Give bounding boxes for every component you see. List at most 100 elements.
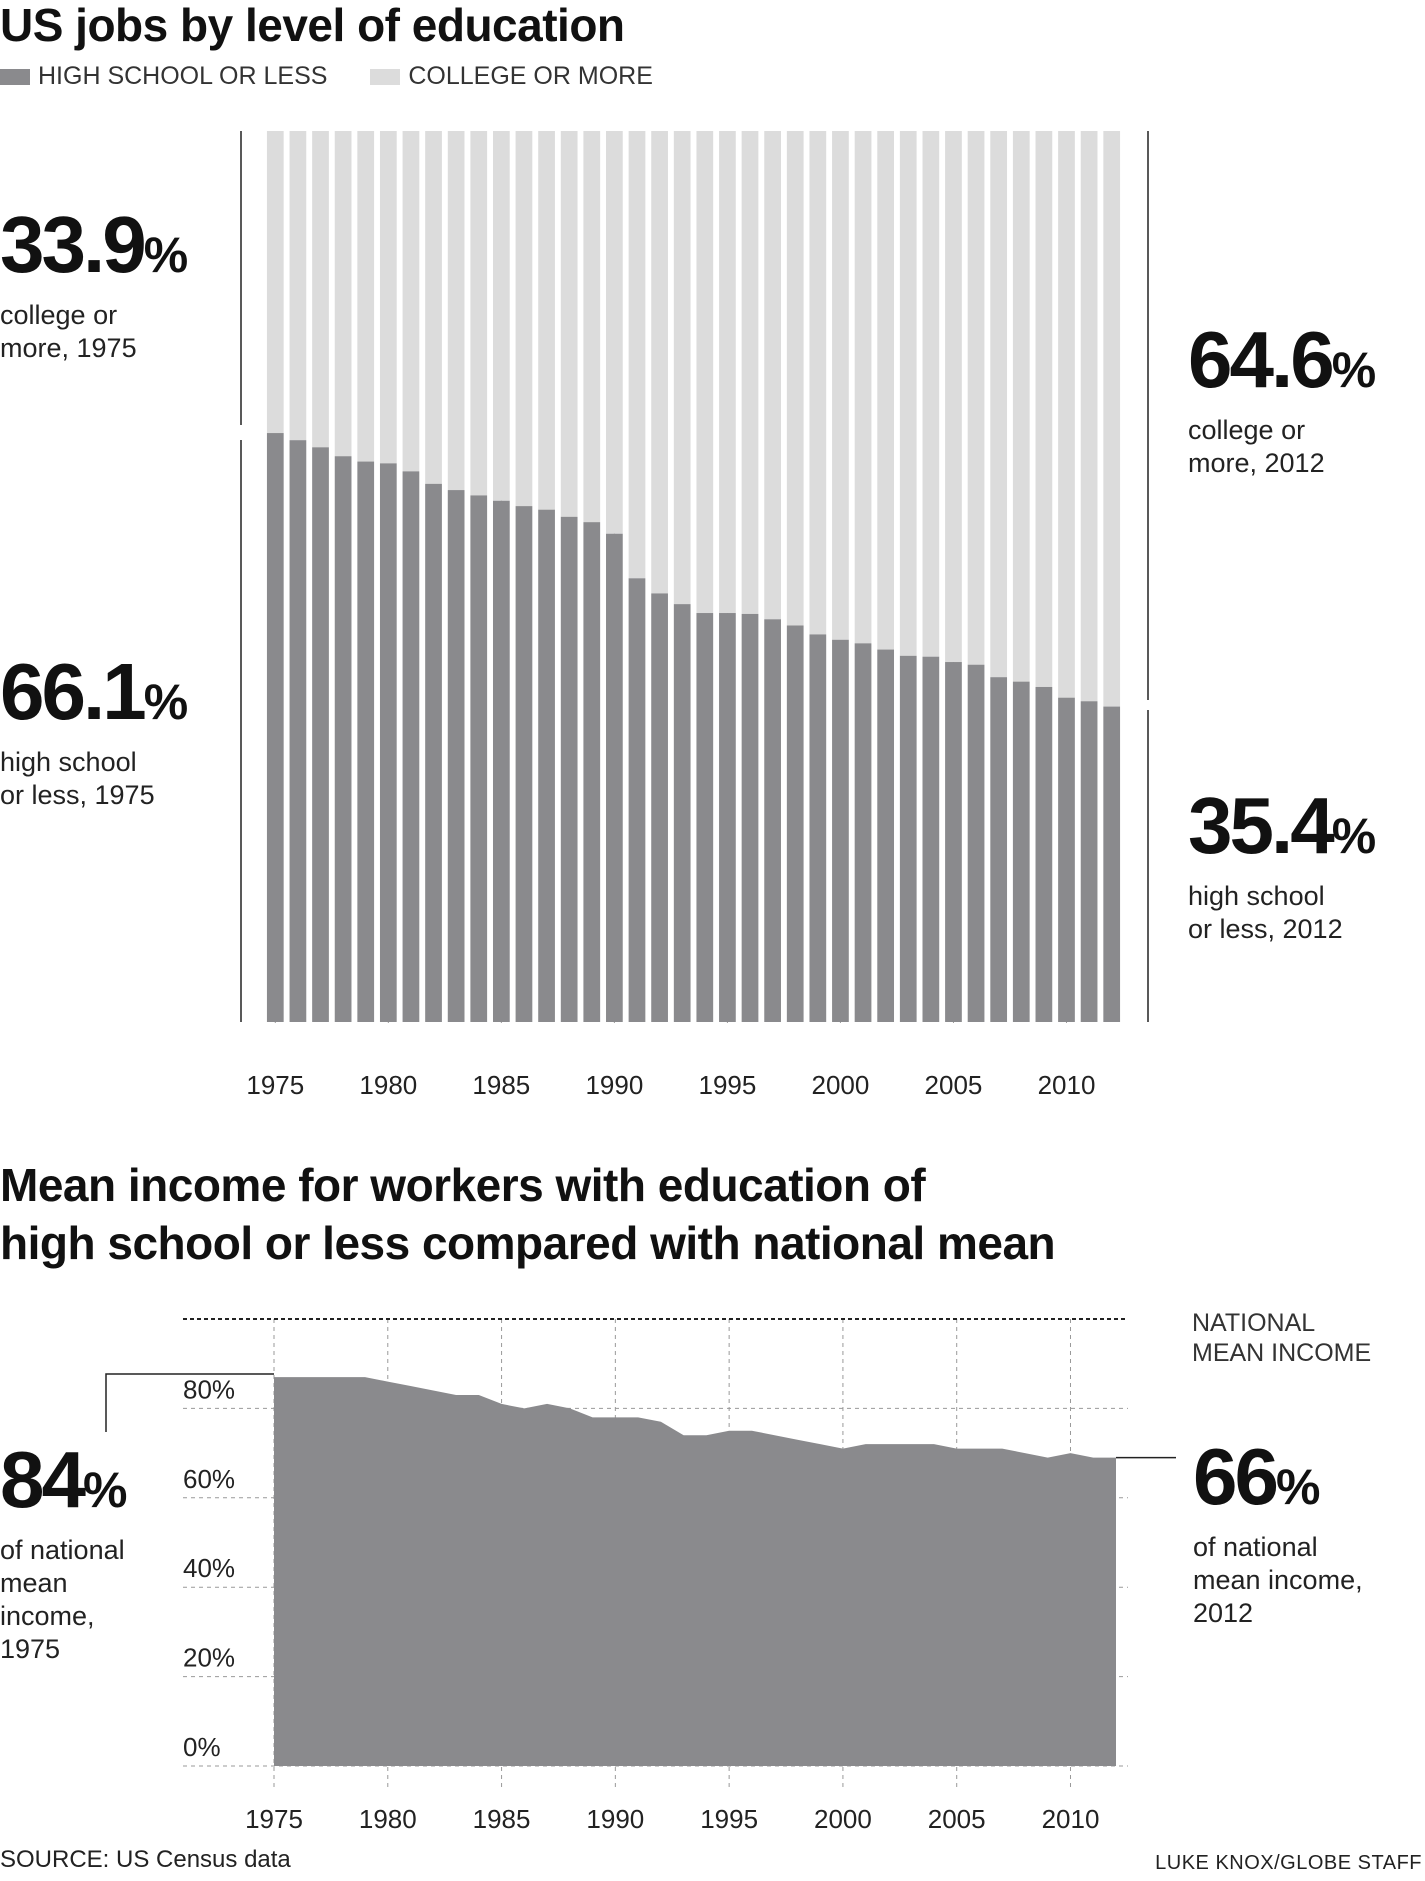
legend-swatch-high-school — [0, 68, 30, 85]
bar-high-school-1983 — [447, 490, 465, 1022]
national-mean-label: NATIONAL MEAN INCOME — [1192, 1309, 1372, 1367]
x-tick-label-jobs-2005: 2005 — [925, 1070, 983, 1100]
bar-college-2001 — [854, 131, 872, 644]
bar-college-2003 — [899, 131, 917, 656]
callout-college-1975-desc: college or more, 1975 — [0, 300, 137, 363]
callout-college-2012: 64.6% college or more, 2012 — [1188, 320, 1376, 480]
bar-college-1990 — [606, 131, 623, 534]
bar-high-school-2012 — [1103, 706, 1121, 1022]
bar-college-1987 — [538, 131, 555, 510]
bar-high-school-2004 — [922, 656, 940, 1022]
bar-college-1977 — [312, 131, 329, 448]
bar-college-1984 — [470, 131, 488, 496]
bar-college-2010 — [1058, 131, 1075, 698]
bar-high-school-2000 — [832, 639, 849, 1022]
bar-high-school-1981 — [402, 471, 420, 1022]
bar-college-2002 — [877, 131, 895, 650]
x-tick-label-income-1985: 1985 — [473, 1804, 531, 1834]
bar-high-school-1995 — [719, 613, 736, 1022]
callout-hs-2012-value: 35.4% — [1188, 781, 1377, 870]
bar-high-school-2003 — [899, 655, 917, 1022]
y-tick-label-40: 40% — [183, 1553, 235, 1583]
bar-college-1975 — [266, 131, 284, 434]
bar-high-school-2002 — [877, 649, 895, 1022]
x-tick-label-jobs-1975: 1975 — [246, 1070, 304, 1100]
bar-college-1999 — [809, 131, 827, 635]
bar-high-school-2006 — [967, 664, 985, 1022]
bar-college-1976 — [289, 131, 307, 441]
bar-high-school-1988 — [560, 516, 578, 1022]
jobs-chart-title: US jobs by level of education — [0, 0, 625, 51]
callout-income-1975-desc: of national mean income, 1975 — [0, 1535, 125, 1664]
callout-hs-1975-desc: high school or less, 1975 — [0, 747, 155, 810]
callout-hs-2012-desc: high school or less, 2012 — [1188, 881, 1343, 944]
bar-college-1985 — [492, 131, 510, 501]
bar-high-school-2010 — [1058, 697, 1075, 1022]
bar-college-2007 — [990, 131, 1008, 678]
x-tick-label-jobs-2010: 2010 — [1038, 1070, 1096, 1100]
credit-note: LUKE KNOX/GLOBE STAFF — [1155, 1852, 1422, 1874]
bar-college-1996 — [741, 131, 759, 614]
bar-high-school-1998 — [786, 625, 804, 1022]
bar-college-2008 — [1012, 131, 1030, 682]
bar-high-school-1997 — [764, 619, 781, 1022]
callout-income-1975-value: 84% — [0, 1435, 128, 1524]
bar-high-school-1977 — [312, 447, 329, 1022]
legend-item-college: COLLEGE OR MORE — [370, 62, 653, 91]
bar-college-2005 — [945, 131, 962, 663]
income-area — [274, 1377, 1116, 1766]
bar-college-1992 — [651, 131, 668, 594]
callout-hs-2012: 35.4% high school or less, 2012 — [1188, 786, 1376, 946]
callout-hs-1975: 66.1% high school or less, 1975 — [0, 652, 188, 812]
bar-high-school-2007 — [990, 677, 1008, 1022]
bar-college-1995 — [719, 131, 736, 614]
income-chart-title: Mean income for workers with education o… — [0, 1159, 1056, 1269]
bar-high-school-1976 — [289, 440, 307, 1022]
bar-college-1989 — [583, 131, 601, 523]
bar-college-1988 — [560, 131, 578, 517]
x-tick-label-income-1995: 1995 — [700, 1804, 758, 1834]
bar-college-1982 — [425, 131, 442, 484]
callout-income-2012-desc: of national mean income, 2012 — [1193, 1532, 1363, 1628]
y-tick-label-80: 80% — [183, 1374, 235, 1404]
x-tick-label-jobs-1990: 1990 — [585, 1070, 643, 1100]
x-tick-label-jobs-1980: 1980 — [359, 1070, 417, 1100]
callout-income-2012-value: 66% — [1193, 1432, 1321, 1521]
bar-college-1991 — [628, 131, 646, 579]
bar-college-2006 — [967, 131, 985, 665]
bar-high-school-1994 — [696, 613, 714, 1022]
bar-college-2004 — [922, 131, 940, 657]
bar-high-school-1992 — [651, 593, 668, 1022]
bar-high-school-1999 — [809, 634, 827, 1022]
callout-college-2012-value: 64.6% — [1188, 315, 1377, 404]
bar-college-2000 — [832, 131, 849, 640]
bar-high-school-1982 — [425, 483, 442, 1022]
bar-college-1978 — [334, 131, 352, 457]
bar-high-school-1989 — [583, 522, 601, 1022]
bar-high-school-1987 — [538, 509, 555, 1022]
bar-high-school-1978 — [334, 456, 352, 1023]
callout-income-1975: 84% of national mean income, 1975 — [0, 1440, 127, 1666]
bar-high-school-1985 — [492, 500, 510, 1022]
x-tick-label-income-2010: 2010 — [1042, 1804, 1100, 1834]
bar-college-1980 — [379, 131, 397, 464]
x-tick-label-income-2005: 2005 — [928, 1804, 986, 1834]
bar-college-1998 — [786, 131, 804, 626]
bar-high-school-2001 — [854, 643, 872, 1022]
x-tick-label-income-1975: 1975 — [245, 1804, 303, 1834]
legend-label-high-school: HIGH SCHOOL OR LESS — [38, 62, 328, 90]
bar-high-school-2009 — [1035, 686, 1053, 1022]
bar-high-school-2005 — [945, 662, 962, 1022]
y-tick-label-60: 60% — [183, 1464, 235, 1494]
bar-college-1994 — [696, 131, 714, 614]
callout-college-2012-desc: college or more, 2012 — [1188, 415, 1325, 478]
legend-item-high-school: HIGH SCHOOL OR LESS — [0, 62, 327, 91]
callout-income-2012: 66% of national mean income, 2012 — [1193, 1437, 1363, 1630]
bar-high-school-2008 — [1012, 681, 1030, 1022]
leader-income-1975 — [105, 1373, 274, 1432]
bar-high-school-1996 — [741, 613, 759, 1022]
bar-high-school-1975 — [266, 433, 284, 1022]
jobs-legend: HIGH SCHOOL OR LESS COLLEGE OR MORE — [0, 62, 689, 92]
bar-high-school-1993 — [673, 604, 691, 1022]
